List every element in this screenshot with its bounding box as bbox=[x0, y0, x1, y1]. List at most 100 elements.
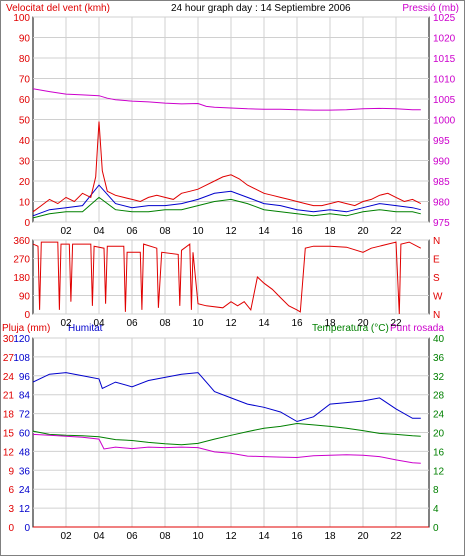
panel-2-x-tick: 16 bbox=[291, 318, 303, 329]
pressure-line bbox=[32, 88, 421, 111]
humidity-line bbox=[32, 372, 421, 423]
wind-speed-axis-label: Velocitat del vent (kmh) bbox=[6, 3, 110, 14]
panel-2-x-tick: 14 bbox=[258, 318, 270, 329]
panel-3-y-right-tick: 12 bbox=[433, 466, 445, 477]
panel-3-y-left-tick: 9 bbox=[8, 466, 14, 477]
wind-speed-line bbox=[32, 121, 422, 213]
panel-1-y-left-tick: 10 bbox=[19, 198, 31, 209]
panel-2-y-left-tick: 270 bbox=[13, 255, 30, 266]
panel-3-y-left-tick: 84 bbox=[19, 391, 31, 402]
panel-3-y-left-tick: 0 bbox=[8, 523, 14, 534]
panel-3-y-left-tick: 36 bbox=[19, 466, 31, 477]
panel-3-y-left-tick: 60 bbox=[19, 429, 31, 440]
rain-axis-label: Pluja (mm) bbox=[2, 323, 50, 334]
panel-3-x-tick: 02 bbox=[60, 531, 72, 542]
panel-1-y-left-tick: 40 bbox=[19, 136, 31, 147]
panel-1-y-left-tick: 80 bbox=[19, 54, 31, 65]
panel-3-y-left-tick: 6 bbox=[8, 485, 14, 496]
dewpoint-axis-label: Punt rosada bbox=[390, 323, 444, 334]
panel-1-x-tick: 02 bbox=[60, 226, 72, 237]
panel-1-y-left-tick: 30 bbox=[19, 157, 31, 168]
panel-3-y-right-tick: 16 bbox=[433, 447, 445, 458]
panel-3-y-left-tick: 24 bbox=[3, 372, 15, 383]
panel-2-x-tick: 02 bbox=[60, 318, 72, 329]
panel-1-y-right-tick: 1020 bbox=[433, 34, 456, 45]
panel-3-y-right-tick: 32 bbox=[433, 372, 445, 383]
panel-1-y-left-tick: 50 bbox=[19, 116, 31, 127]
panel-3-x-tick: 08 bbox=[159, 531, 171, 542]
panel-1-y-right-tick: 1010 bbox=[433, 75, 456, 86]
panel-2-x-tick: 18 bbox=[324, 318, 336, 329]
panel-1-x-tick: 12 bbox=[225, 226, 237, 237]
panel-1-x-tick: 18 bbox=[324, 226, 336, 237]
panel-3-x-tick: 18 bbox=[324, 531, 336, 542]
panel-1-y-left-tick: 0 bbox=[24, 218, 30, 229]
panel-1-y-right-tick: 980 bbox=[433, 198, 450, 209]
panel-2-x-tick: 06 bbox=[126, 318, 138, 329]
panel-2-y-right-tick: E bbox=[433, 255, 440, 266]
panel-3-y-left-tick: 12 bbox=[19, 504, 31, 515]
panel-2-x-tick: 12 bbox=[225, 318, 237, 329]
panel-3-y-left-tick: 0 bbox=[24, 523, 30, 534]
panel-1-x-tick: 06 bbox=[126, 226, 138, 237]
panel-3-x-tick: 06 bbox=[126, 531, 138, 542]
panel-2-x-tick: 10 bbox=[192, 318, 204, 329]
panel-3-y-right-tick: 8 bbox=[433, 485, 439, 496]
panel-3-y-right-tick: 20 bbox=[433, 429, 445, 440]
panel-1-y-right-tick: 990 bbox=[433, 157, 450, 168]
panel-3-y-left-tick: 72 bbox=[19, 410, 31, 421]
panel-3-y-left-tick: 96 bbox=[19, 372, 31, 383]
temperature-axis-label: Temperatura (°C) bbox=[312, 323, 389, 334]
panel-1-y-left-tick: 90 bbox=[19, 34, 31, 45]
panel-1-x-tick: 22 bbox=[390, 226, 402, 237]
panel-3-x-tick: 22 bbox=[390, 531, 402, 542]
panel-2-y-left-tick: 180 bbox=[13, 273, 30, 284]
panel-1-y-right-tick: 1015 bbox=[433, 54, 456, 65]
panel-3-y-right-tick: 36 bbox=[433, 353, 445, 364]
panel-3-y-left-tick: 15 bbox=[3, 429, 15, 440]
panel-3-y-left-tick: 21 bbox=[3, 391, 15, 402]
panel-1-y-right-tick: 975 bbox=[433, 218, 450, 229]
panel-1-y-right-tick: 1000 bbox=[433, 116, 456, 127]
panel-3-x-tick: 12 bbox=[225, 531, 237, 542]
panel-3-y-left-tick: 18 bbox=[3, 410, 15, 421]
panel-1-y-right-tick: 995 bbox=[433, 136, 450, 147]
panel-1-x-tick: 10 bbox=[192, 226, 204, 237]
panel-3-y-left-tick: 108 bbox=[13, 353, 30, 364]
panel-3-y-right-tick: 24 bbox=[433, 410, 445, 421]
pressure-axis-label: Pressió (mb) bbox=[402, 3, 459, 14]
panel-3-y-left-tick: 3 bbox=[8, 504, 14, 515]
page-title: 24 hour graph day : 14 Septiembre 2006 bbox=[171, 3, 351, 14]
panel-1-x-tick: 08 bbox=[159, 226, 171, 237]
panel-3-x-tick: 10 bbox=[192, 531, 204, 542]
panel-3-y-right-tick: 40 bbox=[433, 334, 445, 345]
panel-1-y-left-tick: 100 bbox=[13, 13, 30, 24]
temperature-line bbox=[32, 422, 421, 446]
panel-1-x-tick: 20 bbox=[357, 226, 369, 237]
panel-1-y-right-tick: 1005 bbox=[433, 95, 456, 106]
panel-2-x-tick: 20 bbox=[357, 318, 369, 329]
panel-2-y-left-tick: 90 bbox=[19, 292, 31, 303]
panel-1-x-tick: 14 bbox=[258, 226, 270, 237]
panel-3-x-tick: 14 bbox=[258, 531, 270, 542]
panel-3-x-tick: 16 bbox=[291, 531, 303, 542]
humidity-axis-label: Humitat bbox=[68, 323, 103, 334]
panel-2-x-tick: 08 bbox=[159, 318, 171, 329]
panel-2-x-tick: 04 bbox=[93, 318, 105, 329]
panel-3-y-left-tick: 24 bbox=[19, 485, 31, 496]
panel-3-y-right-tick: 4 bbox=[433, 504, 439, 515]
wind-gust-blue-line bbox=[32, 184, 421, 217]
panel-3-y-left-tick: 30 bbox=[3, 334, 15, 345]
panel-3-y-left-tick: 12 bbox=[3, 447, 15, 458]
panel-3-x-tick: 20 bbox=[357, 531, 369, 542]
panel-2-y-right-tick: N bbox=[433, 236, 440, 247]
panel-2-y-right-tick: N bbox=[433, 310, 440, 321]
panel-1-x-tick: 16 bbox=[291, 226, 303, 237]
chart-panels: 0102030405060708090100975980985990995100… bbox=[3, 13, 456, 542]
panel-3-y-right-tick: 28 bbox=[433, 391, 445, 402]
panel-1-x-tick: 04 bbox=[93, 226, 105, 237]
panel-2-y-right-tick: S bbox=[433, 273, 440, 284]
panel-1-y-right-tick: 985 bbox=[433, 177, 450, 188]
